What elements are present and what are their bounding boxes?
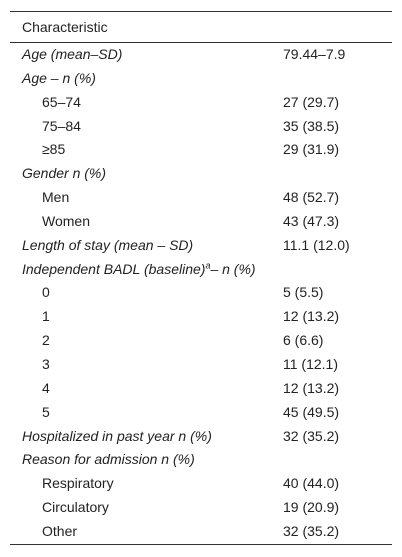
table-row: 65–74 27 (29.7): [10, 91, 392, 115]
table-row: ≥85 29 (31.9): [10, 138, 392, 162]
table-row: 0 5 (5.5): [10, 281, 392, 305]
row-label: Circulatory: [42, 499, 109, 516]
row-label: ≥85: [42, 141, 66, 158]
row-value: 79.44–7.9: [283, 46, 346, 62]
label-part: Independent BADL (baseline): [22, 260, 206, 277]
row-label: 0: [42, 284, 50, 301]
row-label: 3: [42, 355, 50, 372]
row-value: 27 (29.7): [283, 93, 340, 110]
row-label: Age (mean–SD): [22, 46, 123, 62]
row-value: 48 (52.7): [283, 189, 340, 206]
table-row: 4 12 (13.2): [10, 377, 392, 401]
table-row: Age – n (%): [10, 67, 392, 91]
footnote-mark: a: [205, 259, 211, 270]
table-row: Independent BADL (baseline)a– n (%): [10, 258, 392, 282]
row-value: 19 (20.9): [283, 499, 340, 516]
table: Characteristic Age (mean–SD) 79.44–7.9 Age…: [10, 11, 392, 545]
table-row: Circulatory 19 (20.9): [10, 496, 392, 520]
row-label: 75–84: [42, 117, 81, 134]
row-value: 45 (49.5): [283, 403, 340, 420]
row-label: 1: [42, 308, 50, 325]
row-value: 12 (13.2): [283, 379, 340, 396]
row-label: Reason for admission n (%): [22, 451, 195, 468]
row-value: 11.1 (12.0): [283, 236, 350, 253]
table-row: Gender n (%): [10, 162, 392, 186]
row-value: 6 (6.6): [283, 332, 324, 349]
row-value: 43 (47.3): [283, 212, 340, 229]
table-row: Women 43 (47.3): [10, 210, 392, 234]
row-label: Independent BADL (baseline)a– n (%): [22, 258, 256, 282]
row-value: 32 (35.2): [283, 427, 340, 444]
row-label: Hospitalized in past year n (%): [22, 427, 212, 444]
table-row: 3 11 (12.1): [10, 353, 392, 377]
table-row: 5 45 (49.5): [10, 401, 392, 425]
row-value: 29 (31.9): [283, 141, 340, 158]
table-row: Men 48 (52.7): [10, 186, 392, 210]
table-row: Length of stay (mean – SD) 11.1 (12.0): [10, 234, 392, 258]
label-part: – n (%): [210, 260, 256, 277]
table-row: 1 12 (13.2): [10, 305, 392, 329]
row-value: 35 (38.5): [283, 117, 340, 134]
row-label: 4: [42, 379, 50, 396]
row-value: 32 (35.2): [283, 522, 340, 539]
row-label: 65–74: [42, 93, 81, 110]
row-label: Men: [42, 189, 70, 206]
row-label: Age – n (%): [22, 69, 96, 86]
table-row: Other 32 (35.2): [10, 520, 392, 544]
table-row: 2 6 (6.6): [10, 329, 392, 353]
table-row: Hospitalized in past year n (%) 32 (35.2): [10, 425, 392, 449]
table-row: Respiratory 40 (44.0): [10, 472, 392, 496]
row-label: Respiratory: [42, 475, 114, 492]
table-row: 75–84 35 (38.5): [10, 115, 392, 139]
table-header: Characteristic: [10, 12, 392, 43]
row-value: 40 (44.0): [283, 475, 340, 492]
row-label: 5: [42, 403, 50, 420]
table-row: Age (mean–SD) 79.44–7.9: [10, 43, 392, 67]
row-label: Other: [42, 522, 78, 539]
row-label: Gender n (%): [22, 165, 107, 182]
row-value: 11 (12.1): [283, 355, 338, 372]
row-value: 12 (13.2): [283, 308, 340, 325]
row-value: 5 (5.5): [283, 284, 324, 301]
row-label: Length of stay (mean – SD): [22, 236, 194, 253]
row-label: Women: [42, 212, 90, 229]
table-row: Reason for admission n (%): [10, 448, 392, 472]
row-label: 2: [42, 332, 50, 349]
